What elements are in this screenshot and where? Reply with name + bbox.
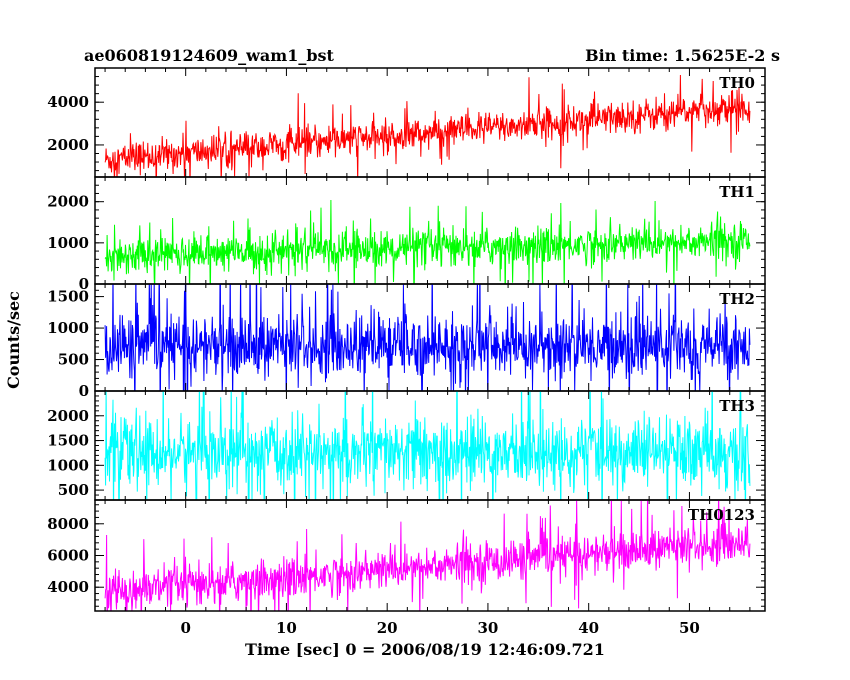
y-tick-label: 2000 (47, 407, 89, 425)
series-line-th3 (104, 391, 751, 500)
y-tick-label: 1000 (47, 456, 89, 474)
panel-th0123: 4000 6000 8000 TH0123 (47, 499, 766, 612)
panel-th1: 0 1000 2000 TH1 (47, 176, 766, 293)
series-name-label: TH1 (719, 183, 755, 201)
panel-th2: 0 500 1000 1500 TH2 (47, 283, 766, 400)
series-name-label: TH0123 (688, 506, 755, 524)
x-tick-label: 10 (276, 619, 297, 637)
y-tick-label: 4000 (47, 578, 89, 596)
panel-frame (94, 283, 766, 392)
x-tick-label: 20 (377, 619, 398, 637)
y-tick-label: 1000 (47, 319, 89, 337)
y-tick-label: 500 (58, 481, 89, 499)
y-tick-label: 0 (79, 275, 89, 293)
y-tick-label: 500 (58, 351, 89, 369)
y-tick-label: 1000 (47, 234, 89, 252)
y-tick-label: 4000 (47, 93, 89, 111)
plot-title: ae060819124609_wam1_bst (84, 46, 335, 65)
x-tick-label: 50 (679, 619, 700, 637)
x-tick-label: 30 (477, 619, 498, 637)
panel-frame (94, 176, 766, 285)
x-axis-label: Time [sec] 0 = 2006/08/19 12:46:09.721 (245, 640, 605, 659)
series-line-th0 (104, 74, 751, 177)
series-name-label: TH0 (719, 74, 755, 92)
x-tick-label: 40 (578, 619, 599, 637)
series-name-label: TH2 (719, 290, 755, 308)
series-line-th1 (104, 199, 751, 284)
y-tick-label: 0 (79, 382, 89, 400)
bin-time-label: Bin time: 1.5625E-2 s (585, 46, 780, 65)
series-name-label: TH3 (719, 397, 755, 415)
y-tick-label: 1500 (47, 288, 89, 306)
series-line-th0123 (104, 500, 751, 611)
series-line-th2 (104, 284, 751, 391)
y-tick-label: 8000 (47, 515, 89, 533)
y-tick-label: 1500 (47, 432, 89, 450)
x-tick-label: 0 (180, 619, 190, 637)
y-tick-label: 2000 (47, 136, 89, 154)
y-axis-label: Counts/sec (4, 291, 23, 389)
panel-th0: 2000 4000 TH0 (47, 67, 766, 178)
y-tick-label: 2000 (47, 193, 89, 211)
y-tick-label: 6000 (47, 547, 89, 565)
